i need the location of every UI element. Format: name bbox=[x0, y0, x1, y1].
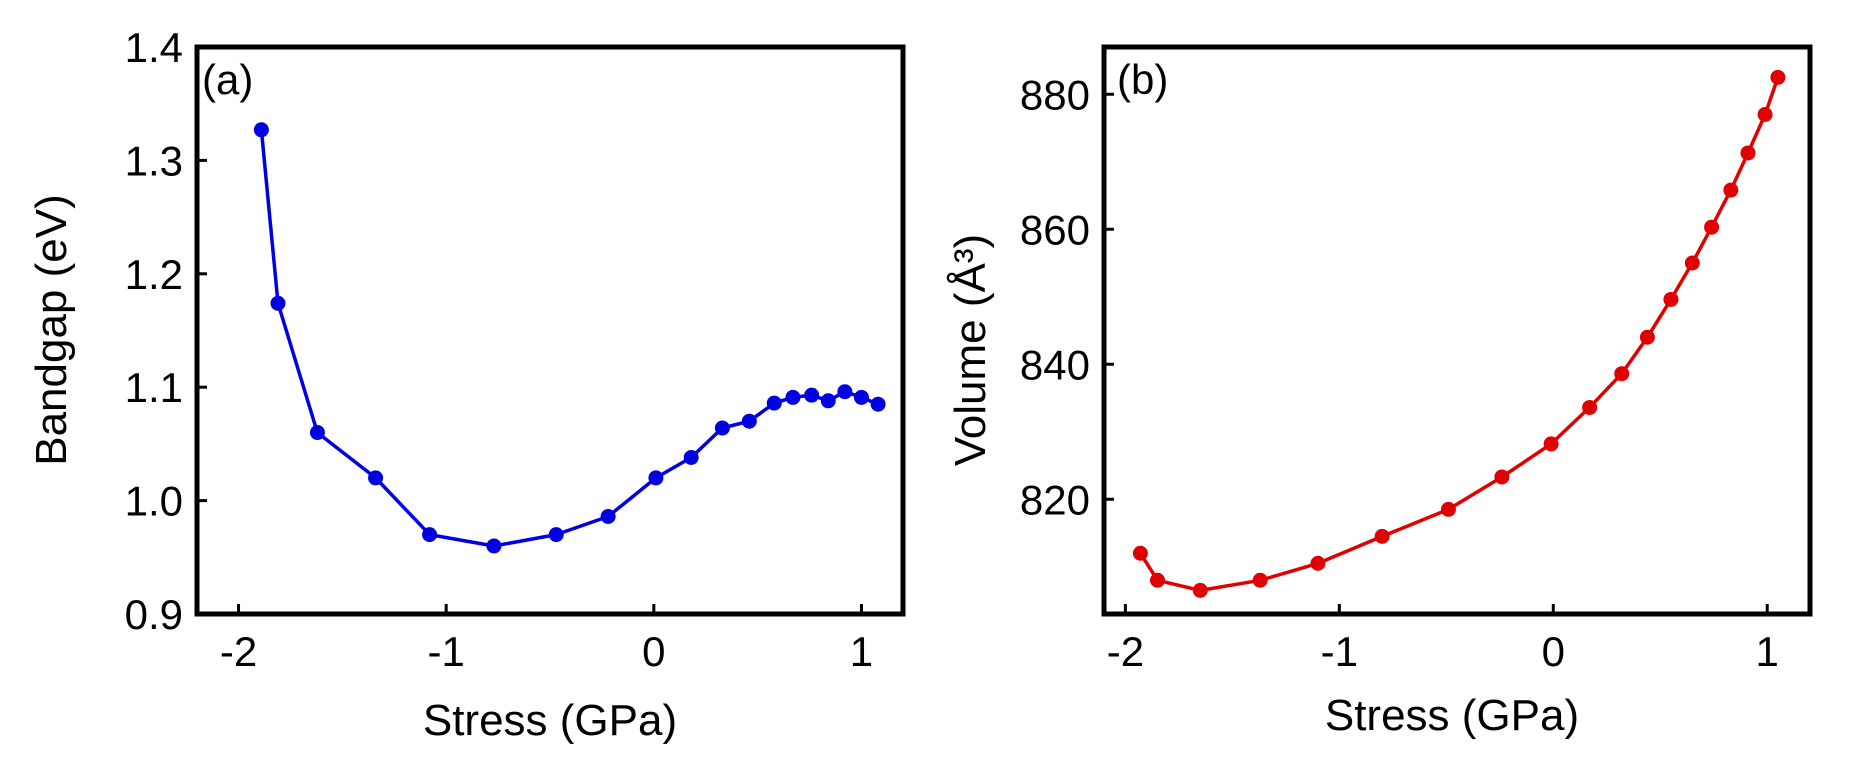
panel-a-data-point bbox=[804, 387, 820, 403]
panel-b-volume-chart: -2 -1 0 1 820 840 860 880 (b) Stress (GPa) Vol… bbox=[946, 44, 1813, 740]
panel-b-data-point bbox=[1494, 469, 1510, 485]
panel-b-x-axis-label: Stress (GPa) bbox=[1325, 691, 1579, 740]
panel-a-y-tick-label: 1.1 bbox=[125, 364, 183, 411]
panel-b-data-point bbox=[1684, 255, 1700, 271]
panel-b-data-point bbox=[1704, 219, 1720, 235]
panel-a-y-tick-label: 1.3 bbox=[125, 137, 183, 184]
panel-b-data-point bbox=[1374, 528, 1390, 544]
panel-a-x-tick-label: -1 bbox=[427, 628, 464, 675]
panel-a-data-point bbox=[853, 389, 869, 405]
panel-a-data-point bbox=[714, 420, 730, 436]
panel-b-data-point bbox=[1252, 572, 1268, 588]
panel-a-data-point bbox=[253, 122, 269, 138]
panel-b-series-line bbox=[1138, 76, 1780, 593]
panel-a-data-point bbox=[870, 396, 886, 412]
panel-a-y-axis-label: Bandgap (eV) bbox=[27, 194, 76, 466]
panel-b-data-point bbox=[1614, 366, 1630, 382]
panel-b-tag: (b) bbox=[1117, 56, 1168, 103]
panel-b-x-tick-label: -2 bbox=[1107, 628, 1144, 675]
panel-b-data-point bbox=[1770, 69, 1786, 85]
panel-b-x-ticks: -2 -1 0 1 bbox=[1107, 604, 1779, 675]
panel-a-data-point bbox=[486, 538, 502, 554]
panel-a-data-point bbox=[422, 527, 438, 543]
panel-b-y-tick-label: 840 bbox=[1020, 341, 1090, 388]
panel-a-x-tick-label: -2 bbox=[220, 628, 257, 675]
panel-b-data-point bbox=[1723, 182, 1739, 198]
panel-b-series bbox=[1132, 69, 1786, 598]
panel-a-data-point bbox=[648, 470, 664, 486]
panel-a-x-tick-label: 1 bbox=[850, 628, 873, 675]
panel-b-data-point bbox=[1149, 572, 1165, 588]
panel-a-data-point bbox=[820, 393, 836, 409]
panel-a-data-point bbox=[548, 527, 564, 543]
panel-a-bandgap-chart: -2 -1 0 1 0.9 1.0 1.1 1.2 1.3 1.4 (a) Stress (GP… bbox=[27, 24, 906, 745]
panel-a-series-line bbox=[259, 129, 879, 548]
panel-a-y-ticks: 0.9 1.0 1.1 1.2 1.3 1.4 bbox=[125, 24, 207, 638]
panel-a-data-point bbox=[766, 395, 782, 411]
panel-b-y-ticks: 820 840 860 880 bbox=[1020, 71, 1114, 523]
panel-a-x-tick-label: 0 bbox=[642, 628, 665, 675]
panel-a-data-point bbox=[270, 295, 286, 311]
panel-b-data-point bbox=[1132, 545, 1148, 561]
panel-a-data-point bbox=[837, 384, 853, 400]
panel-a-data-point bbox=[785, 389, 801, 405]
panel-a-series bbox=[253, 122, 886, 554]
panel-a-data-point bbox=[683, 450, 699, 466]
panel-b-y-tick-label: 860 bbox=[1020, 206, 1090, 253]
panel-a-y-tick-label: 0.9 bbox=[125, 591, 183, 638]
panel-a-data-point bbox=[741, 413, 757, 429]
panel-b-data-point bbox=[1440, 501, 1456, 517]
panel-a-x-axis-label: Stress (GPa) bbox=[423, 696, 677, 745]
panel-b-x-tick-label: 1 bbox=[1756, 628, 1779, 675]
panel-b-data-point bbox=[1757, 107, 1773, 122]
panel-b-data-point bbox=[1740, 145, 1756, 161]
panel-a-data-point bbox=[600, 508, 616, 524]
panel-a-data-point bbox=[368, 470, 384, 486]
panel-a-y-tick-label: 1.2 bbox=[125, 251, 183, 298]
panel-a-x-ticks: -2 -1 0 1 bbox=[220, 604, 873, 675]
panel-b-data-point bbox=[1663, 291, 1679, 307]
panel-b-x-tick-label: -1 bbox=[1321, 628, 1358, 675]
panel-b-y-tick-label: 880 bbox=[1020, 71, 1090, 118]
panel-a-y-tick-label: 1.0 bbox=[125, 478, 183, 525]
panel-b-data-point bbox=[1639, 329, 1655, 345]
panel-b-y-tick-label: 820 bbox=[1020, 476, 1090, 523]
panel-b-x-tick-label: 0 bbox=[1542, 628, 1565, 675]
panel-a-plot-frame bbox=[194, 44, 906, 617]
panel-a-data-point bbox=[309, 425, 325, 441]
panel-b-data-point bbox=[1543, 436, 1559, 452]
panel-b-data-point bbox=[1310, 555, 1326, 571]
panel-b-y-axis-label: Volume (Å³) bbox=[946, 234, 995, 466]
panel-b-data-point bbox=[1582, 399, 1598, 415]
panel-a-y-tick-label: 1.4 bbox=[125, 24, 183, 71]
panel-a-tag: (a) bbox=[202, 56, 253, 103]
panel-b-data-point bbox=[1192, 582, 1208, 598]
panel-b-plot-frame bbox=[1101, 44, 1813, 617]
